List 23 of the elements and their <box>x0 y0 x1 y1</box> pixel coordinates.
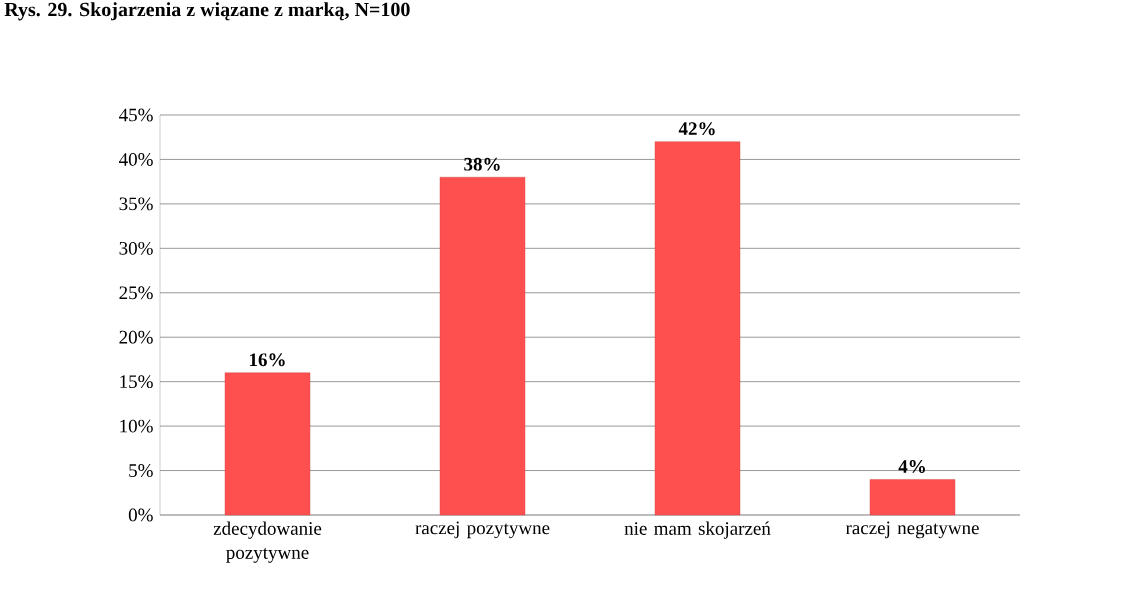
data-label: 16% <box>250 353 285 367</box>
y-tick-label: 15% <box>120 375 153 389</box>
y-tick-label: 10% <box>120 419 153 433</box>
data-label: 42% <box>678 122 715 136</box>
x-tick-label: raczej negatywne <box>845 521 979 539</box>
bar <box>439 177 526 516</box>
bar <box>224 372 311 516</box>
bar <box>654 141 741 516</box>
x-tick-label: nie mam skojarzeń <box>624 521 771 539</box>
y-tick-label: 25% <box>119 286 153 300</box>
y-tick-label: 40% <box>119 153 153 166</box>
data-label: 4% <box>898 460 925 473</box>
bar <box>869 479 956 516</box>
y-tick-label: 30% <box>119 241 153 255</box>
data-label: 38% <box>464 157 500 171</box>
x-tick-label: raczej pozytywne <box>415 521 550 539</box>
y-tick-label: 5% <box>129 464 153 477</box>
y-tick-label: 35% <box>119 197 153 211</box>
y-tick-label: 20% <box>119 330 153 344</box>
x-tick-label: zdecydowanie pozytywne <box>213 521 322 563</box>
y-tick-label: 0% <box>128 508 153 522</box>
y-tick-label: 45% <box>119 108 153 122</box>
chart-title: Rys. 29. Skojarzenia z wiązane z marką, N=100 <box>4 2 410 21</box>
